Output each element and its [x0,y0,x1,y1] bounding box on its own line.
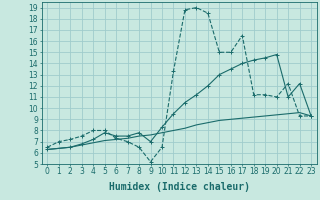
X-axis label: Humidex (Indice chaleur): Humidex (Indice chaleur) [109,182,250,192]
